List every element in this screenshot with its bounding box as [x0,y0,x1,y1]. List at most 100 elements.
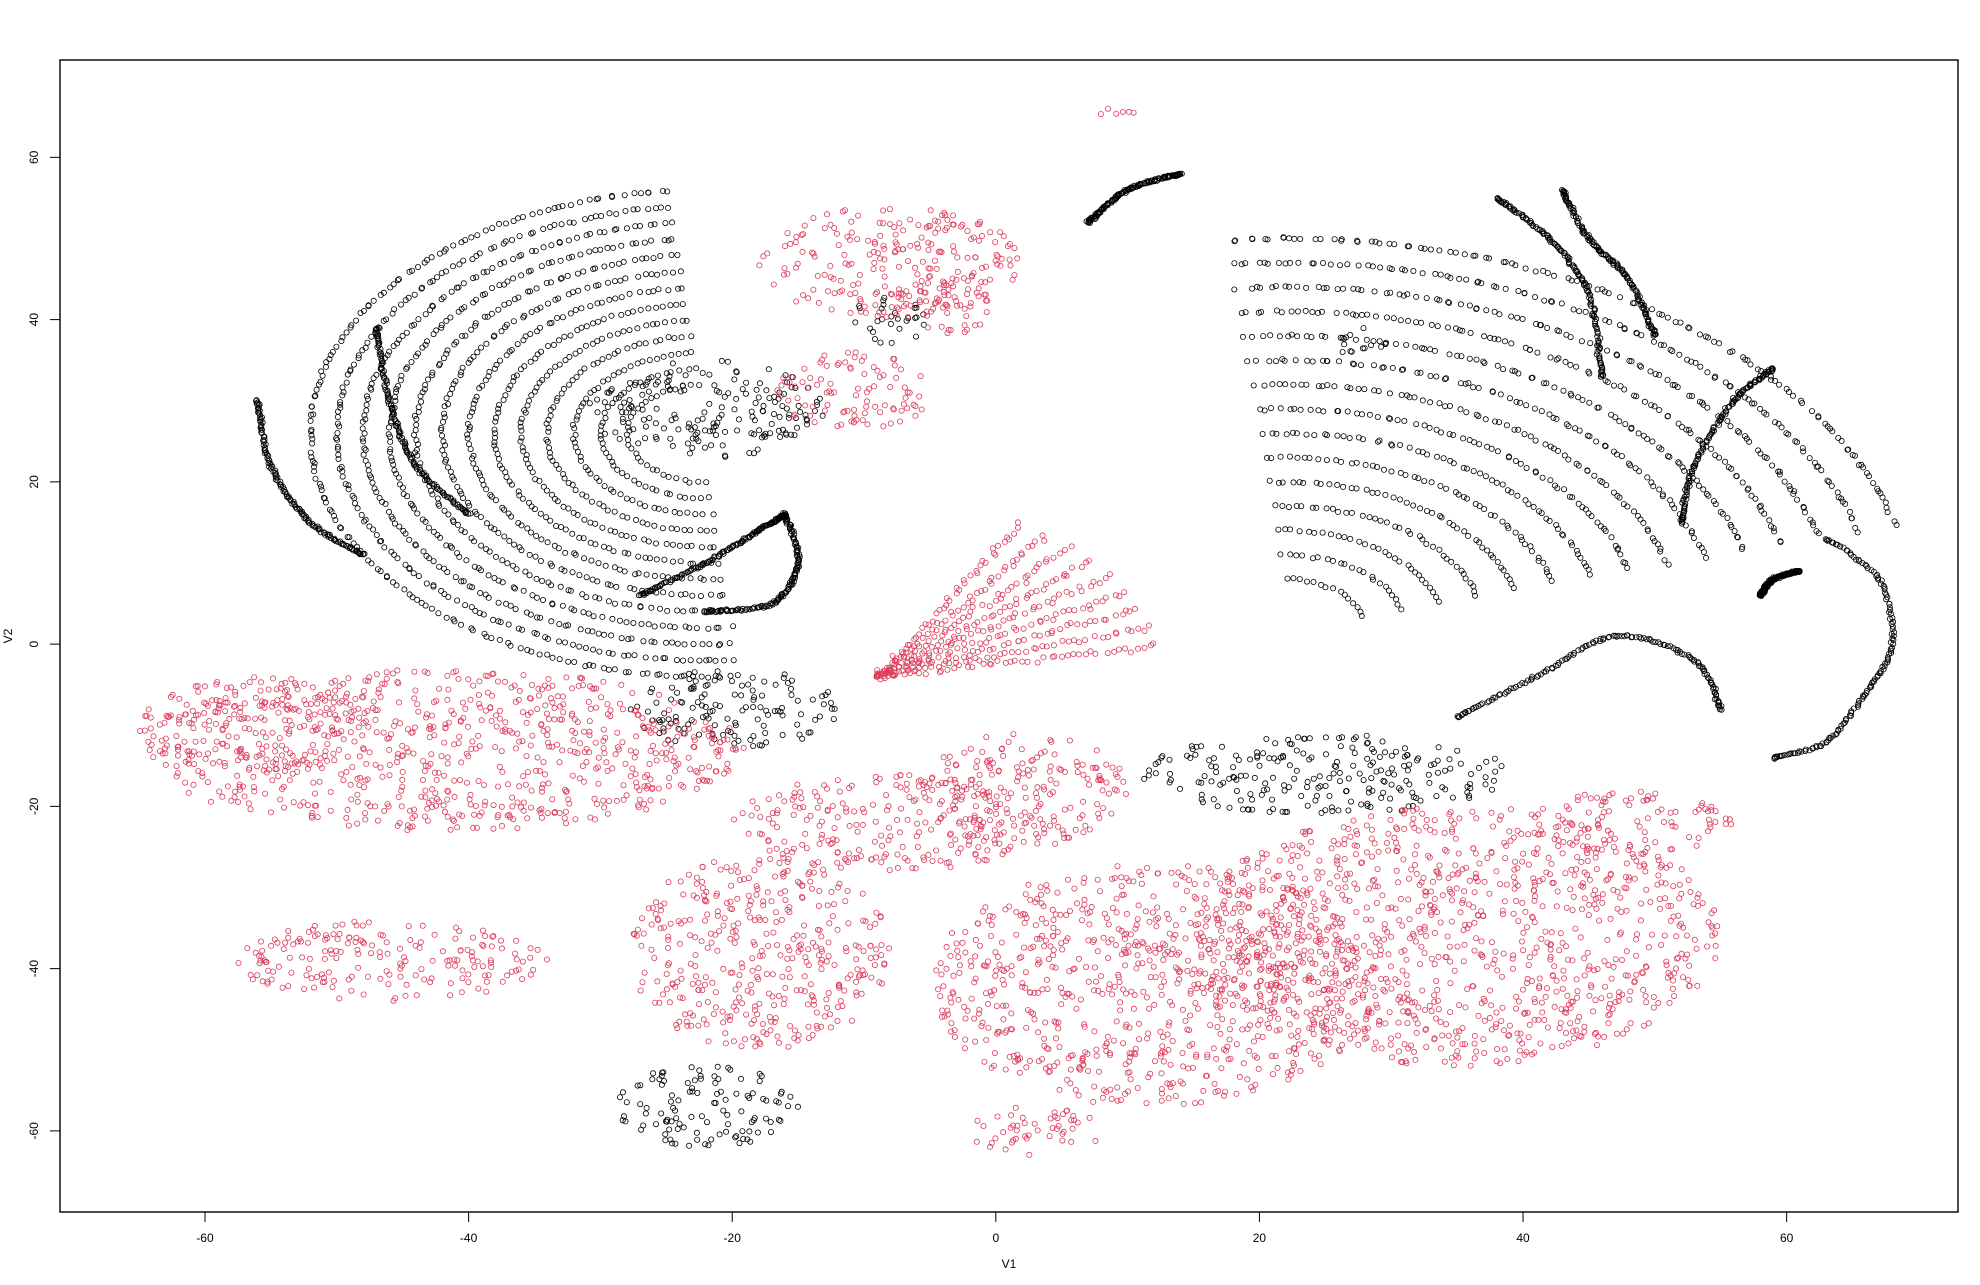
data-point [1377,264,1384,271]
data-point [1367,804,1374,811]
data-point [650,742,657,749]
data-point [1238,310,1245,317]
data-point [1357,608,1364,615]
data-point [518,427,525,434]
data-point [1306,735,1313,742]
data-point [689,435,696,442]
data-point [1787,486,1794,493]
data-point [488,635,495,642]
data-point [672,673,679,680]
data-point [618,294,625,301]
data-point [1475,278,1482,285]
data-point [601,263,608,270]
data-point [362,816,369,823]
data-point [668,1092,675,1099]
data-point [562,549,569,556]
data-point [754,716,761,723]
data-point [712,423,719,430]
data-point [626,327,633,334]
data-point [1488,552,1495,559]
data-point [788,677,795,684]
data-point [355,352,362,359]
data-point [677,558,684,565]
data-point [590,320,597,327]
data-point [538,348,545,355]
data-point [1628,358,1635,365]
data-point [547,279,554,286]
data-point [645,288,652,295]
data-point [1315,784,1322,791]
data-point [231,711,238,718]
data-point [1422,580,1429,587]
data-point [1375,438,1382,445]
data-point [1324,556,1331,563]
data-point [334,413,341,420]
data-point [1290,575,1297,582]
data-point [667,623,674,630]
data-point [677,388,684,395]
data-point [616,435,623,442]
data-point [1457,760,1464,767]
data-point [361,810,368,817]
data-point [1573,547,1580,554]
data-point [1453,563,1460,570]
data-point [1560,387,1567,394]
data-point [673,657,680,664]
data-point [434,495,441,502]
data-point [644,521,651,528]
data-point [1397,317,1404,324]
data-point [631,586,638,593]
data-point [768,1129,775,1136]
data-point [1464,495,1471,502]
data-point [629,497,636,504]
data-point [812,716,819,723]
data-point [632,771,639,778]
data-point [1349,744,1356,751]
data-point [488,718,495,725]
data-point [501,301,508,308]
data-point [1684,356,1691,363]
data-point [1521,290,1528,297]
data-point [1287,406,1294,413]
data-point [495,405,502,412]
data-point [1745,396,1752,403]
data-point [235,799,242,806]
data-point [742,390,749,397]
data-point [628,402,635,409]
data-point [406,565,413,572]
data-point [1539,474,1546,481]
data-point [438,296,445,303]
data-point [595,282,602,289]
data-point [495,618,502,625]
data-point [402,530,409,537]
data-point [596,648,603,655]
data-point [661,269,668,276]
data-point [516,738,523,745]
data-point [560,503,567,510]
data-point [725,1121,732,1128]
data-point [757,704,764,711]
data-point [1145,772,1152,779]
data-point [702,1141,709,1148]
data-point [604,507,611,514]
data-point [761,678,768,685]
data-point [687,766,694,773]
data-point [680,1124,687,1131]
data-point [662,1137,669,1144]
data-point [1338,236,1345,243]
data-point [675,1097,682,1104]
data-point [1405,527,1412,534]
data-point [675,285,682,292]
data-point [637,1101,644,1108]
data-point [1318,308,1325,315]
data-point [1740,354,1747,361]
data-point [1514,314,1521,321]
data-point [721,393,728,400]
data-point [725,390,732,397]
data-point [316,778,323,785]
data-point [651,572,658,579]
data-point [561,815,568,822]
data-point [1349,460,1356,467]
data-point [1354,237,1361,244]
data-point [1594,286,1601,293]
